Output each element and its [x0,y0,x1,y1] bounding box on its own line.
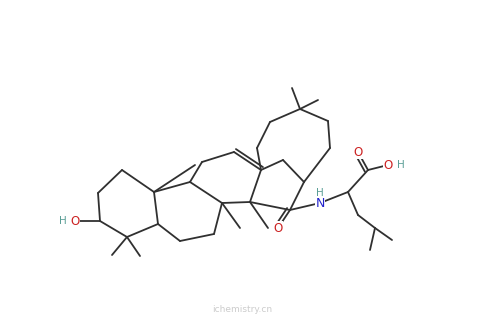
Text: H: H [59,216,67,226]
Text: O: O [383,159,393,172]
Text: H: H [397,160,405,170]
Text: ichemistry.cn: ichemistry.cn [212,306,272,315]
Text: O: O [70,214,80,227]
Text: N: N [315,196,325,210]
Text: H: H [316,188,324,198]
Text: O: O [273,222,283,234]
Text: O: O [353,145,363,159]
